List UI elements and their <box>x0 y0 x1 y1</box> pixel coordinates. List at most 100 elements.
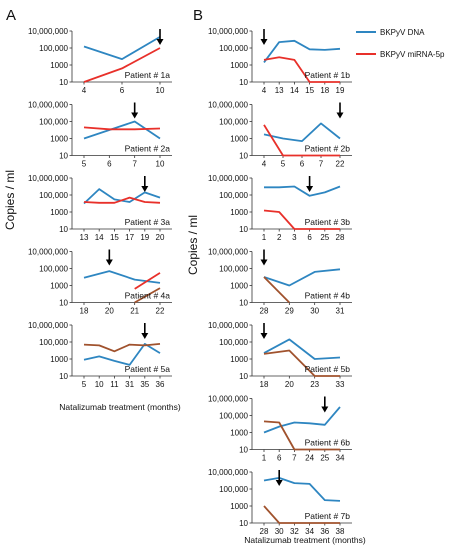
arrow-marker <box>275 470 283 486</box>
patient-label: Patient # 1b <box>305 70 351 80</box>
y-tick-label: 10,000,000 <box>28 248 69 257</box>
x-tick-label: 10 <box>95 380 104 389</box>
y-tick-label: 10,000,000 <box>28 321 69 330</box>
patient-label: Patient # 2a <box>125 144 171 154</box>
y-tick-label: 100,000 <box>219 44 248 53</box>
x-tick-label: 19 <box>336 86 345 95</box>
y-tick-label: 10,000,000 <box>208 27 249 36</box>
series-line-mirna_alt <box>83 343 161 353</box>
series-line-mirna <box>83 196 161 204</box>
series-line-dna <box>264 185 341 197</box>
y-tick-label: 100,000 <box>219 265 248 274</box>
x-tick-label: 6 <box>120 86 125 95</box>
arrow-marker <box>141 323 149 339</box>
x-tick-label: 10 <box>156 160 165 169</box>
x-tick-label: 17 <box>125 233 134 242</box>
y-tick-label: 10,000,000 <box>208 174 249 183</box>
patient-label: Patient # 4a <box>125 291 171 301</box>
patient-label: Patient # 3a <box>125 217 171 227</box>
y-tick-label: 100,000 <box>219 412 248 421</box>
x-tick-label: 20 <box>105 307 114 316</box>
x-tick-label: 2 <box>277 233 282 242</box>
series-line-dna <box>263 338 341 360</box>
y-axis-label-a: Copies / ml <box>3 170 17 230</box>
patient-label: Patient # 3b <box>305 217 351 227</box>
patient-label: Patient # 7b <box>305 511 351 521</box>
x-tick-label: 23 <box>310 380 319 389</box>
x-axis-label-a: Natalizumab treatment (months) <box>59 402 181 412</box>
x-tick-label: 20 <box>156 233 165 242</box>
arrow-marker <box>260 323 268 339</box>
panel-5: 10,000,000 100,000 1000 10 4 13 14 15 18 19 Patien… <box>208 27 352 95</box>
series-line-dna <box>83 36 161 60</box>
x-tick-label: 1 <box>262 454 267 463</box>
panel-6: 10,000,000 100,000 1000 10 4 5 6 7 22 Patient # 2… <box>208 101 352 169</box>
x-tick-label: 22 <box>156 307 165 316</box>
x-axis-label-b: Natalizumab treatment (months) <box>244 535 366 545</box>
y-tick-label: 100,000 <box>39 191 68 200</box>
x-tick-label: 28 <box>260 307 269 316</box>
y-tick-label: 1000 <box>230 208 248 217</box>
panel-letter-a: A <box>6 7 16 24</box>
y-tick-label: 100,000 <box>39 265 68 274</box>
x-tick-label: 7 <box>292 454 297 463</box>
y-tick-label: 10 <box>239 225 248 234</box>
y-tick-label: 10,000,000 <box>208 468 249 477</box>
y-tick-label: 100,000 <box>39 338 68 347</box>
x-tick-label: 31 <box>125 380 134 389</box>
arrow-marker <box>105 249 113 266</box>
patient-label: Patient # 6b <box>305 438 351 448</box>
x-tick-label: 28 <box>260 527 269 536</box>
series-line-mirna <box>263 124 340 157</box>
arrow-marker <box>141 176 149 192</box>
x-tick-label: 7 <box>319 160 324 169</box>
x-tick-label: 6 <box>107 160 112 169</box>
series-line-mirna_alt <box>134 287 161 304</box>
y-tick-label: 10,000,000 <box>208 395 249 404</box>
x-tick-label: 30 <box>310 307 319 316</box>
y-tick-label: 10,000,000 <box>208 101 249 110</box>
panel-2: 10,000,000 100,000 1000 10 13 14 15 17 19 20 Patie… <box>28 174 172 242</box>
patient-label: Patient # 5a <box>125 364 171 374</box>
series-line-mirna <box>263 56 340 83</box>
arrow-marker <box>260 249 268 266</box>
y-tick-label: 100,000 <box>219 338 248 347</box>
panel-1: 10,000,000 100,000 1000 10 5 6 7 10 Patient # 2a <box>28 101 172 169</box>
x-tick-label: 10 <box>156 86 165 95</box>
x-tick-label: 3 <box>292 233 297 242</box>
arrow-marker <box>131 102 139 119</box>
x-tick-label: 20 <box>285 380 294 389</box>
y-tick-label: 10 <box>239 299 248 308</box>
x-tick-label: 36 <box>320 527 329 536</box>
y-tick-label: 1000 <box>50 61 68 70</box>
y-tick-label: 1000 <box>230 135 248 144</box>
y-tick-label: 10,000,000 <box>28 174 69 183</box>
panel-9: 10,000,000 100,000 1000 10 18 20 23 33 Patient #… <box>208 321 352 389</box>
y-tick-label: 10 <box>59 299 68 308</box>
x-tick-label: 38 <box>336 527 345 536</box>
series-line-dna <box>263 39 341 63</box>
x-tick-label: 36 <box>156 380 165 389</box>
x-tick-label: 18 <box>320 86 329 95</box>
patient-label: Patient # 5b <box>305 364 351 374</box>
y-tick-label: 1000 <box>230 282 248 291</box>
y-tick-label: 1000 <box>50 135 68 144</box>
series-line-dna <box>263 122 341 142</box>
x-tick-label: 34 <box>305 527 314 536</box>
patient-label: Patient # 2b <box>305 144 351 154</box>
arrow-marker <box>260 29 268 45</box>
x-tick-label: 25 <box>320 233 329 242</box>
x-tick-label: 14 <box>290 86 299 95</box>
x-tick-label: 22 <box>336 160 345 169</box>
arrow-marker <box>336 102 344 119</box>
panel-3: 10,000,000 100,000 1000 10 18 20 21 22 Patient #… <box>28 248 172 316</box>
legend-label-mirna: BKPyV miRNA-5p <box>380 50 445 59</box>
x-tick-label: 6 <box>307 233 312 242</box>
series-line-mirna_alt <box>263 505 340 524</box>
y-tick-label: 10 <box>59 152 68 161</box>
series-line-dna <box>263 477 341 502</box>
y-tick-label: 1000 <box>230 502 248 511</box>
x-tick-label: 6 <box>277 454 282 463</box>
